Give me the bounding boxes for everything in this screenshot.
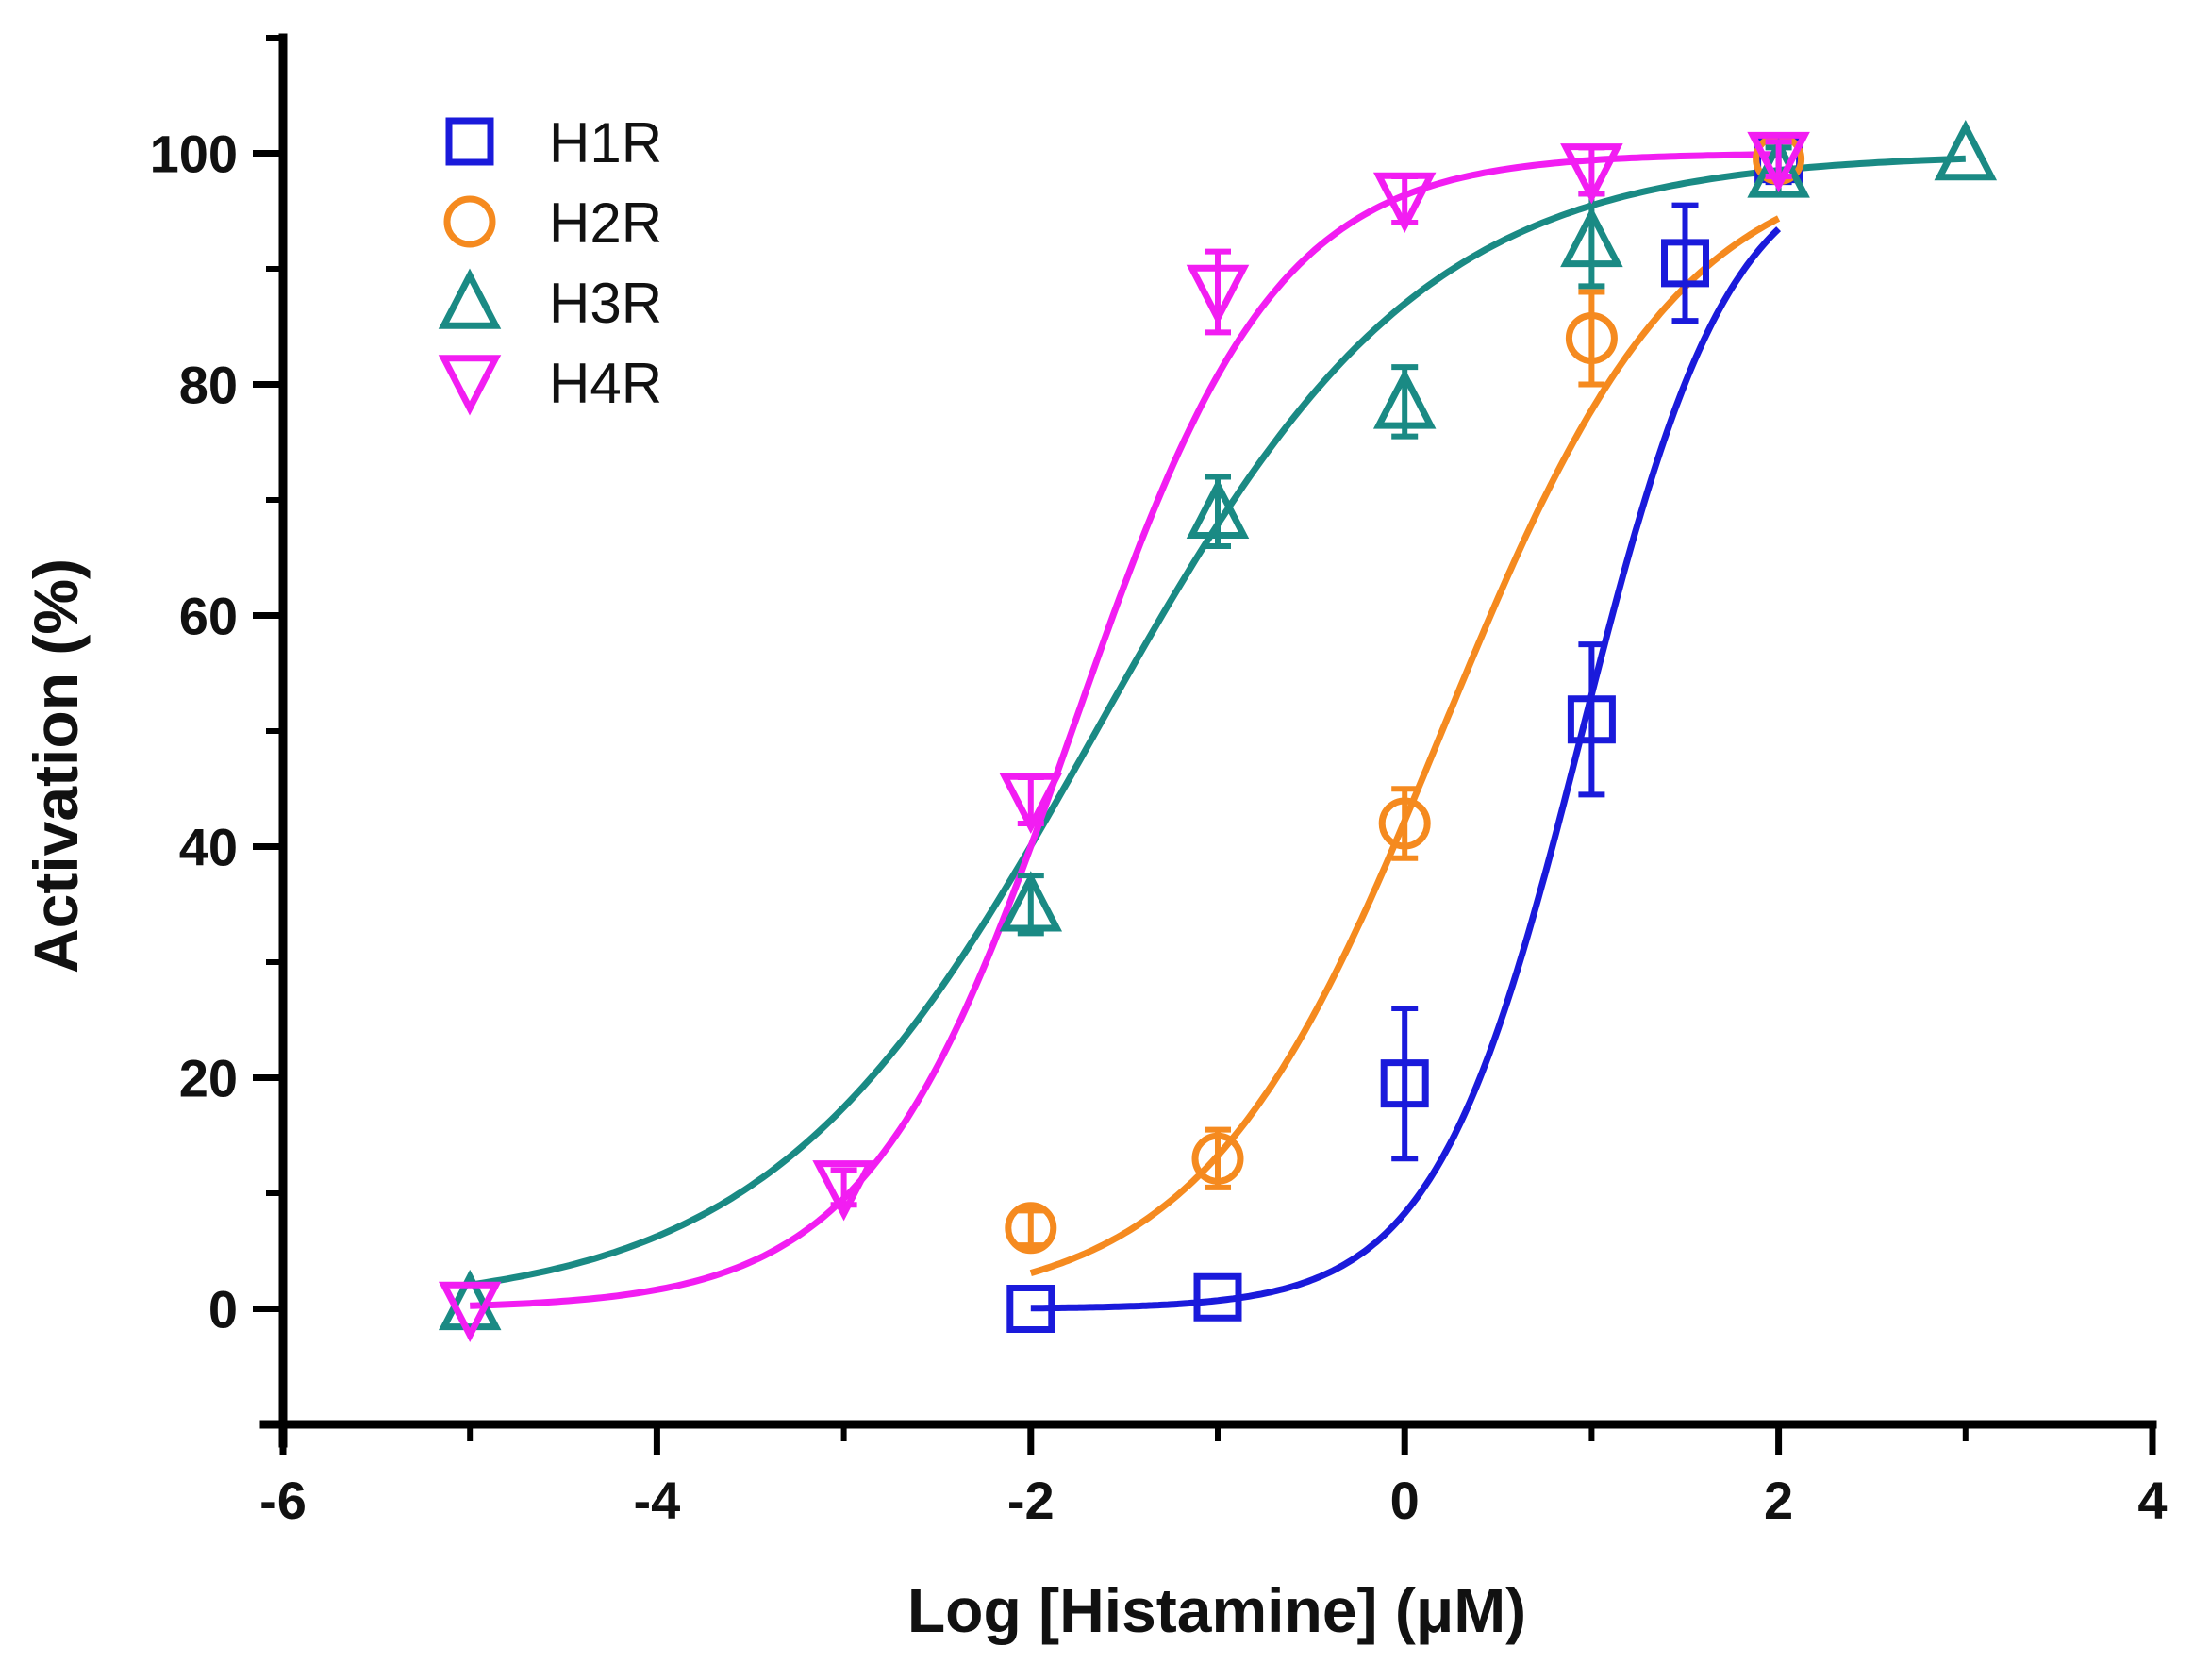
x-tick-label: 4	[2137, 1471, 2167, 1530]
legend-marker-h3r	[438, 268, 502, 329]
h1r-point	[1006, 1285, 1055, 1333]
y-tick-label: 100	[150, 125, 238, 184]
h3r-point	[999, 871, 1063, 932]
x-axis-title: Log [Histamine] (μM)	[907, 1575, 1526, 1645]
h3r-point	[1560, 206, 1623, 268]
h3r-point	[1186, 477, 1250, 540]
h1r-point	[1661, 239, 1709, 288]
y-tick-label: 0	[208, 1280, 238, 1339]
legend-label-h1r: H1R	[549, 111, 662, 175]
h4r-point	[1372, 172, 1437, 233]
x-tick-label: 0	[1390, 1471, 1420, 1530]
h3r-point	[1934, 120, 1998, 181]
h4r-point	[438, 1281, 502, 1342]
x-tick-label: -6	[259, 1471, 307, 1530]
legend-marker-h2r	[443, 195, 496, 248]
points-layer	[438, 120, 1998, 1342]
h4r-point	[999, 773, 1063, 834]
y-tick-label: 20	[179, 1049, 238, 1108]
fit-curve-h4r	[470, 151, 1779, 1309]
legend-label-h2r: H2R	[549, 191, 662, 255]
legend-label-h4r: H4R	[549, 352, 662, 415]
x-tick-label: -2	[1007, 1471, 1055, 1530]
series-h3r	[438, 120, 1998, 1331]
y-tick-label: 60	[179, 587, 238, 646]
h4r-point	[1186, 264, 1250, 325]
h1r-point	[1193, 1272, 1242, 1322]
y-tick-label: 80	[179, 356, 238, 415]
h2r-point	[1378, 797, 1431, 850]
y-axis-title: Activation (%)	[21, 558, 91, 973]
legend: H1R H2R H3R H4R	[438, 111, 662, 416]
h4r-point	[1560, 143, 1623, 205]
legend-label-h3r: H3R	[549, 272, 662, 335]
x-tick-label: -4	[634, 1471, 681, 1530]
legend-marker-h4r	[438, 355, 502, 416]
h2r-point	[1565, 312, 1618, 364]
h3r-point	[1747, 137, 1810, 198]
h3r-point	[438, 1269, 502, 1331]
h2r-point	[1191, 1132, 1244, 1185]
series-h2r	[1005, 133, 1805, 1255]
h4r-point	[812, 1160, 875, 1222]
h1r-point	[1380, 1059, 1429, 1108]
series-h1r	[1006, 133, 1803, 1333]
h2r-point	[1005, 1202, 1057, 1255]
fit-curve-h1r	[1030, 226, 1782, 1312]
x-tick-label: 2	[1764, 1471, 1793, 1530]
h1r-point	[1567, 695, 1616, 744]
y-tick-label: 40	[179, 818, 238, 877]
series-h4r	[438, 131, 1810, 1342]
legend-marker-h1r	[445, 117, 494, 166]
h4r-point	[1747, 131, 1810, 193]
h3r-point	[1372, 368, 1437, 429]
